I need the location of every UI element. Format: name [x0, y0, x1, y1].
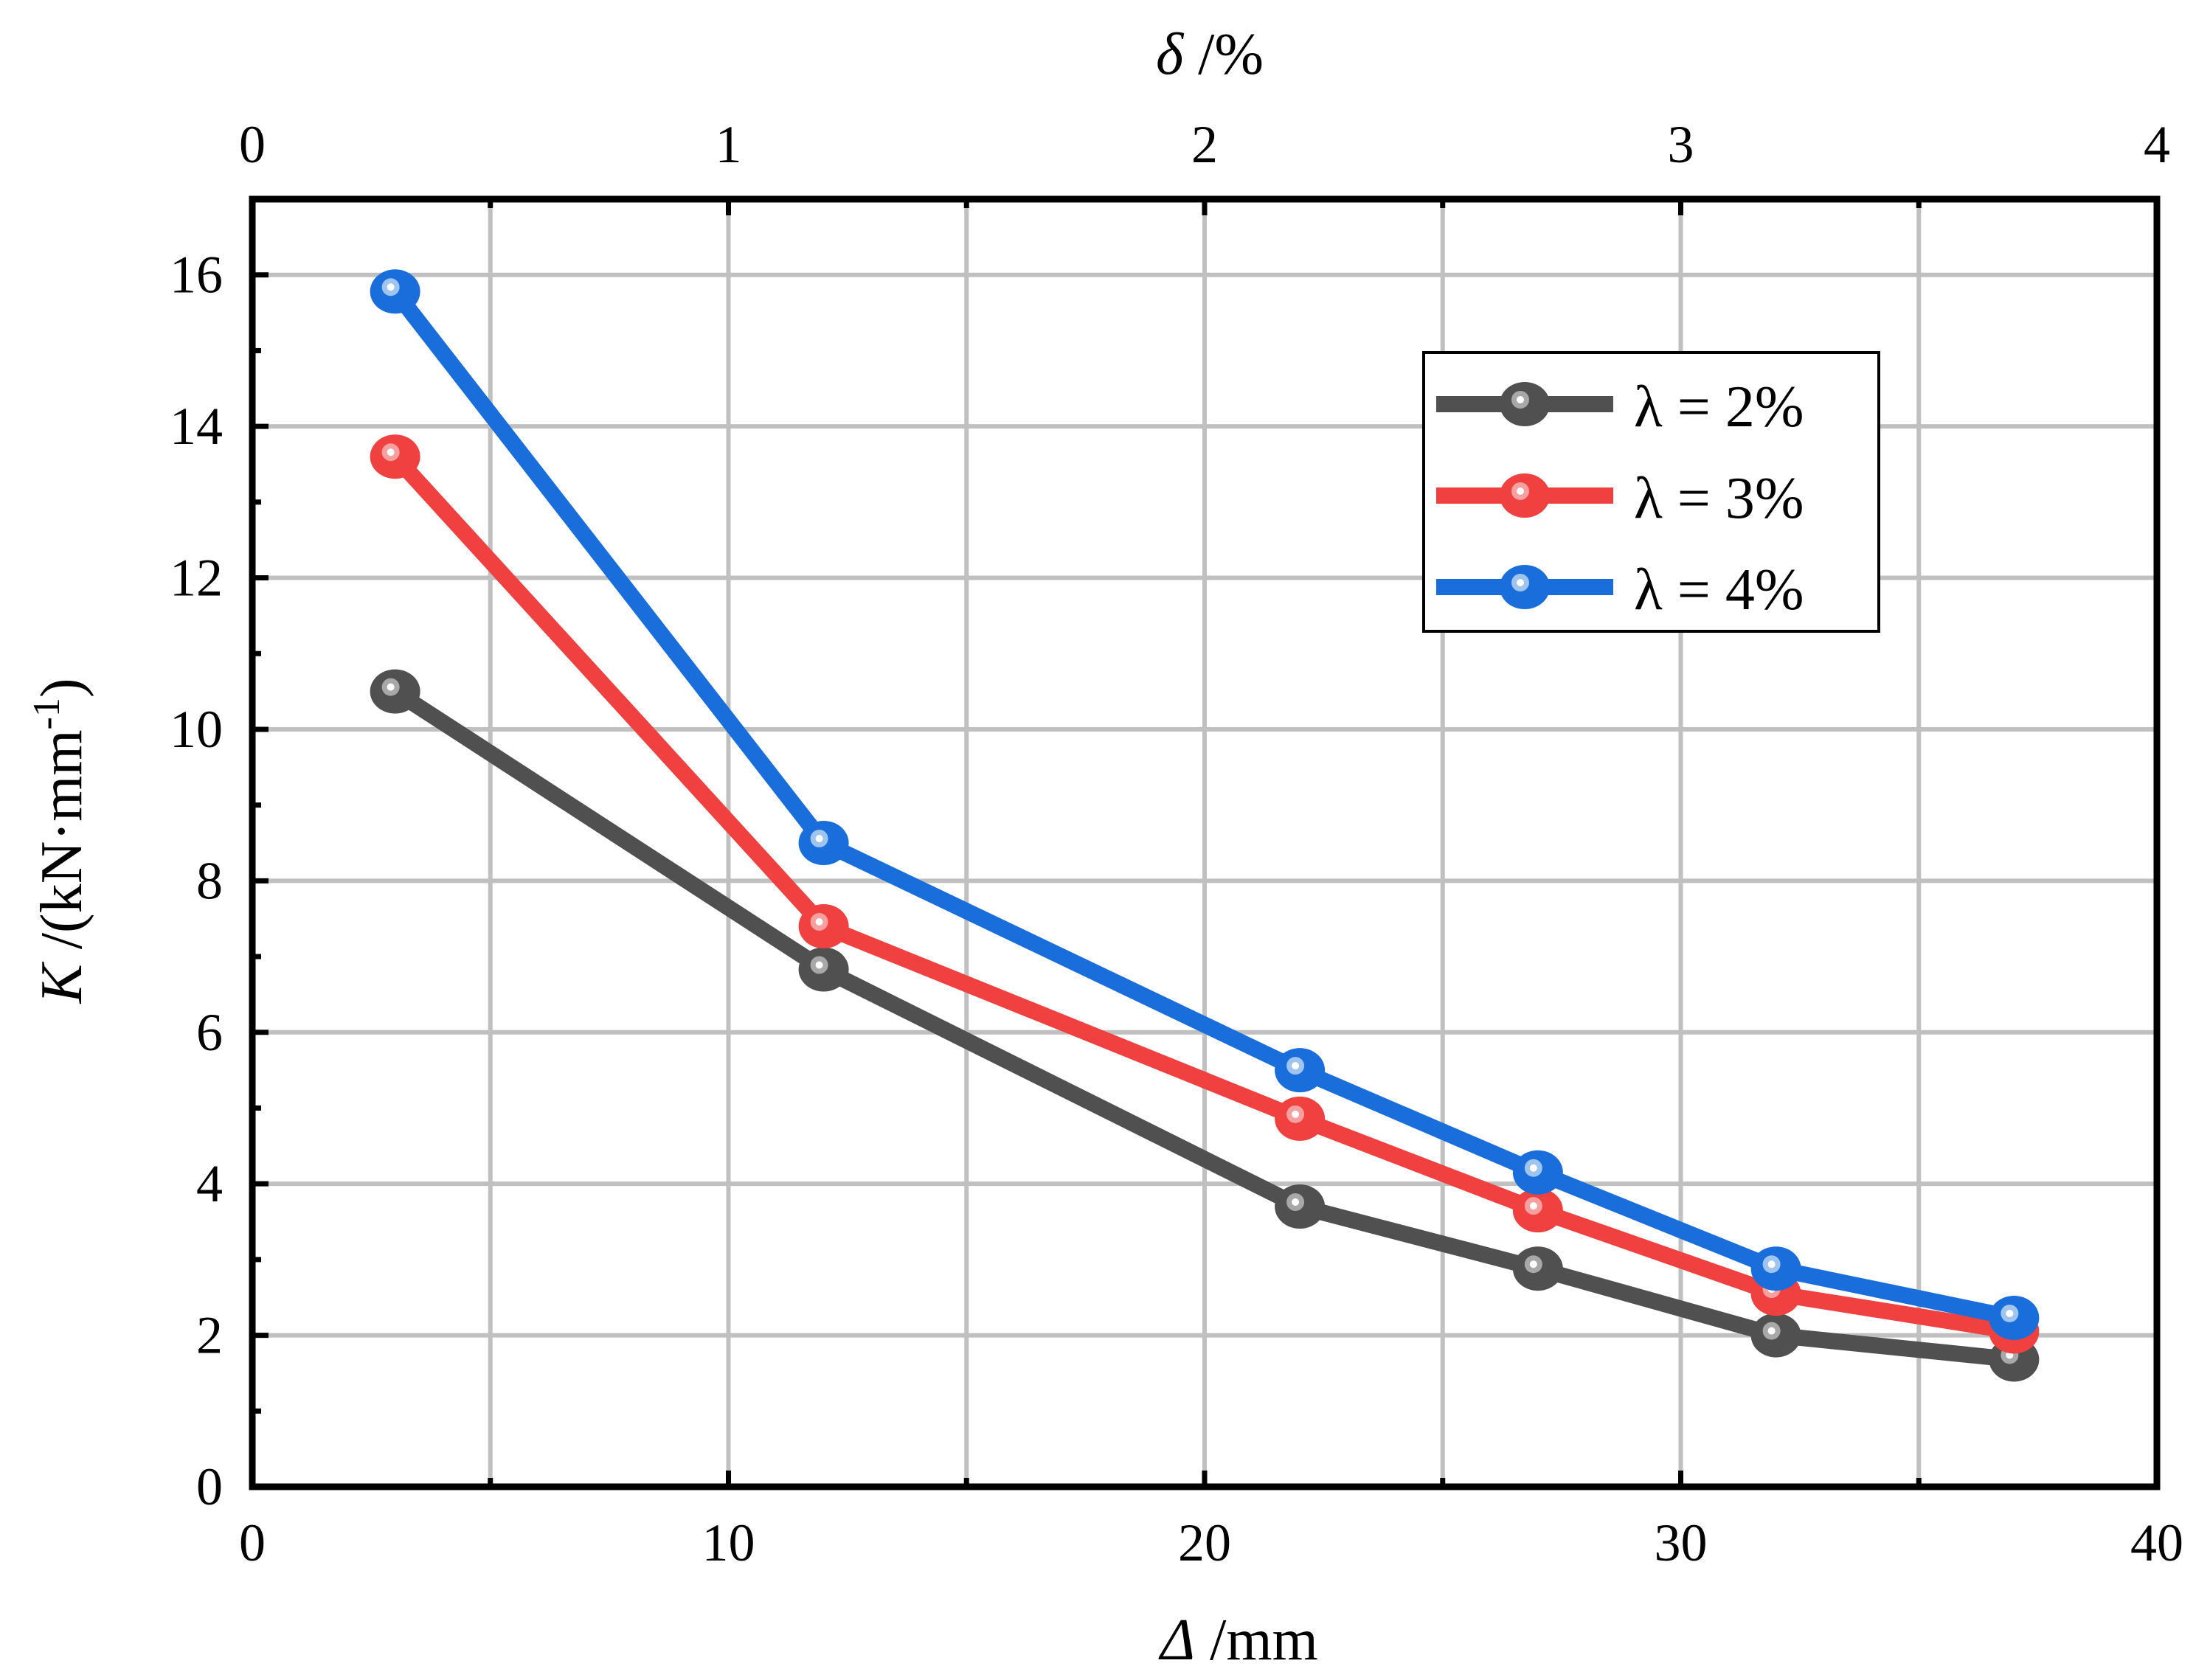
data-point-shine — [2006, 1309, 2014, 1317]
data-point-shine — [1517, 487, 1524, 495]
y-tick-label: 4 — [196, 1154, 223, 1213]
series-group — [370, 269, 2040, 1382]
x2-tick-label: 2 — [1191, 115, 1218, 174]
legend-label: λ = 2% — [1634, 375, 1804, 440]
data-point-shine — [1529, 1260, 1537, 1268]
y-tick-label: 12 — [170, 549, 223, 608]
y-tick-label: 6 — [196, 1003, 223, 1062]
data-point-shine — [1292, 1062, 1300, 1070]
series-line — [389, 451, 2016, 1340]
x-tick-label: 0 — [239, 1513, 266, 1572]
legend-item: λ = 3% — [1436, 466, 1804, 531]
y-tick-label: 0 — [196, 1457, 223, 1516]
x2-tick-label: 3 — [1668, 115, 1694, 174]
legend-item: λ = 2% — [1436, 375, 1804, 440]
data-point-shine — [815, 835, 823, 842]
y-axis-label: K /(kN·mm-1) — [26, 678, 94, 1004]
data-point-shine — [1517, 579, 1524, 586]
data-point-shine — [387, 283, 395, 291]
legend-label: λ = 3% — [1634, 466, 1804, 531]
data-point-shine — [1529, 1164, 1537, 1172]
data-point-shine — [815, 961, 823, 969]
data-point-shine — [1292, 1198, 1300, 1206]
x2-axis-label: δ /% — [1156, 22, 1264, 87]
series-3 — [370, 269, 2040, 1340]
x-axis-label: Δ /mm — [1158, 1608, 1318, 1673]
data-point-shine — [1529, 1202, 1537, 1210]
data-point-shine — [1767, 1327, 1776, 1335]
x-tick-label: 10 — [702, 1513, 755, 1572]
data-point-shine — [387, 448, 395, 457]
x-tick-label: 20 — [1178, 1513, 1231, 1572]
legend-item: λ = 4% — [1436, 558, 1804, 622]
data-point-shine — [1767, 1260, 1776, 1268]
data-point-shine — [387, 683, 395, 691]
x2-tick-label: 0 — [239, 115, 266, 174]
y-tick-label: 16 — [170, 246, 223, 305]
data-point-shine — [1517, 396, 1524, 403]
y-tick-label: 8 — [196, 851, 223, 910]
series-line — [388, 286, 2016, 1326]
series-1 — [370, 669, 2040, 1382]
legend-label: λ = 4% — [1634, 558, 1804, 622]
y-tick-label: 2 — [196, 1306, 223, 1365]
data-point-shine — [1292, 1110, 1300, 1118]
y-tick-label: 10 — [170, 700, 223, 759]
x-tick-label: 30 — [1655, 1513, 1708, 1572]
x2-tick-label: 1 — [716, 115, 742, 174]
series-line — [390, 684, 2015, 1368]
legend: λ = 2% λ = 3% λ = 4% — [1422, 351, 1880, 633]
x2-tick-label: 4 — [2144, 115, 2170, 174]
y-tick-label: 14 — [170, 397, 223, 456]
x-tick-label: 40 — [2130, 1513, 2183, 1572]
data-point-shine — [815, 917, 823, 926]
